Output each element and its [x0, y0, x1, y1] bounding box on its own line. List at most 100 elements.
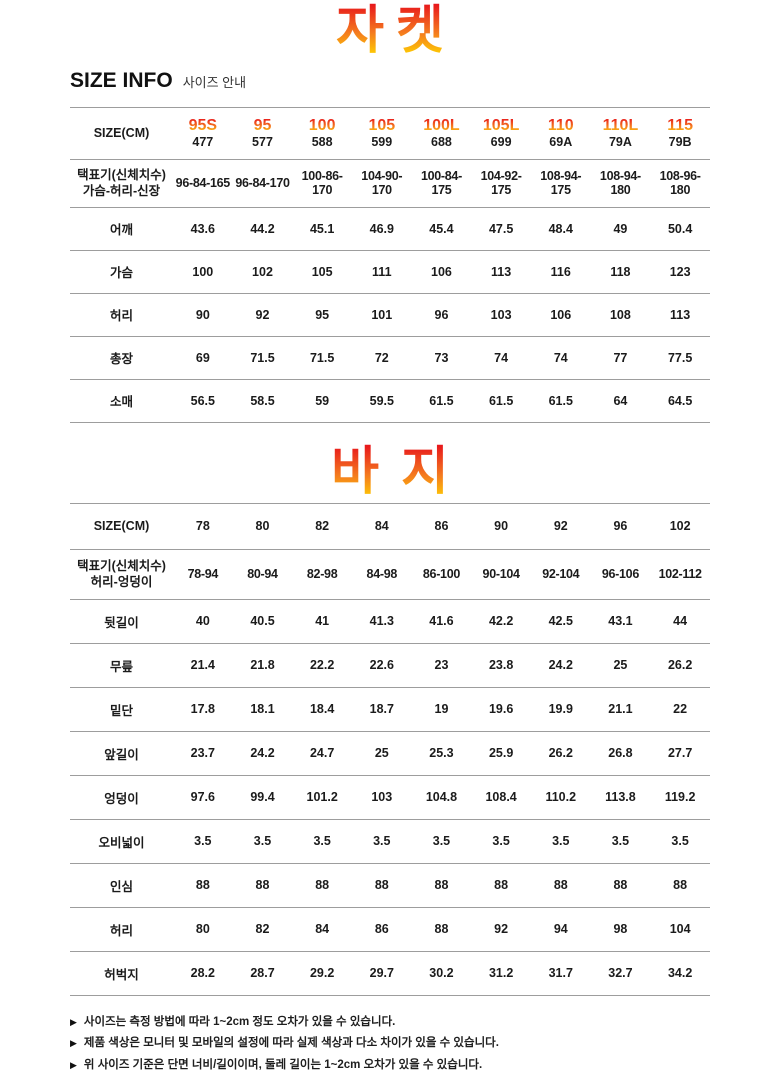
footer-note-text: 제품 색상은 모니터 및 모바일의 설정에 따라 실제 색상과 다소 차이가 있…	[83, 1037, 499, 1050]
size-column-header: 110 69A	[530, 106, 591, 160]
pants-size-table: SIZE(CM) 78 80 82 84 86 90 92 96 102 택표기(신체치수) 허리-엉…	[70, 502, 710, 996]
measurement-value: 3.5	[650, 818, 710, 864]
measurement-value: 96	[411, 292, 472, 337]
measurement-value: 106	[530, 292, 591, 337]
measurement-value: 3.5	[471, 818, 531, 864]
size-code: 477	[192, 135, 214, 150]
measurement-value: 19.9	[530, 686, 591, 732]
measurement-value: 88	[232, 862, 293, 908]
measurement-label: 뒷길이	[70, 598, 173, 644]
measurement-value: 82-98	[292, 548, 352, 600]
measurement-value: 48.4	[530, 206, 591, 251]
measurement-value: 19.6	[471, 686, 531, 732]
measurement-value: 24.2	[232, 730, 293, 776]
measurement-value: 21.4	[173, 642, 233, 688]
size-header-row: SIZE(CM) 95S 477 95 577 100 588 105 599 100L 688 10…	[70, 106, 710, 160]
measurement-value: 88	[590, 862, 651, 908]
measurement-value: 116	[530, 249, 591, 294]
size-header-label: SIZE(CM)	[70, 502, 173, 550]
measurement-value: 32.7	[590, 950, 651, 996]
measurement-value: 24.2	[530, 642, 591, 688]
measurement-value: 101	[351, 292, 412, 337]
measurement-value: 118	[590, 249, 651, 294]
size-name: 100L	[412, 117, 472, 135]
footer-note-text: 위 사이즈 기준은 단면 너비/길이이며, 둘레 길이는 1~2cm 오차가 있…	[83, 1058, 483, 1071]
measurement-label: 어깨	[70, 206, 173, 251]
measurement-value: 108-94-180	[590, 158, 651, 208]
measurement-label: 총장	[70, 335, 173, 380]
measurement-label: 인심	[70, 862, 173, 908]
measurement-value: 90-104	[471, 548, 531, 600]
measurement-value: 22.2	[292, 642, 352, 688]
size-column-header: 110L 79A	[590, 106, 651, 160]
measurement-value: 23.8	[471, 642, 531, 688]
measurement-value: 110.2	[530, 774, 591, 820]
measurement-value: 123	[650, 249, 710, 294]
measurement-value: 71.5	[292, 335, 352, 380]
measurement-label: 허벅지	[70, 950, 173, 996]
size-name: 110L	[591, 117, 651, 135]
measurement-value: 23	[411, 642, 472, 688]
measurement-value: 80	[173, 906, 233, 952]
measurement-value: 25	[590, 642, 651, 688]
measurement-value: 59.5	[351, 378, 412, 423]
measurement-row: 택표기(신체치수) 허리-엉덩이 78-94 80-94 82-98 84-98 86-10…	[70, 548, 710, 600]
measurement-value: 104-90-170	[351, 158, 412, 208]
measurement-value: 74	[530, 335, 591, 380]
measurement-value: 108-96-180	[650, 158, 710, 208]
measurement-value: 88	[411, 862, 472, 908]
measurement-row: 엉덩이 97.6 99.4 101.2 103 104.8 108.4 110.2 113.8 1…	[70, 774, 710, 820]
measurement-value: 3.5	[173, 818, 233, 864]
size-column-header: 86	[411, 502, 472, 550]
measurement-value: 44.2	[232, 206, 293, 251]
measurement-value: 106	[411, 249, 472, 294]
measurement-value: 40	[173, 598, 233, 644]
measurement-value: 77	[590, 335, 651, 380]
size-column-header: 100 588	[292, 106, 352, 160]
measurement-value: 119.2	[650, 774, 710, 820]
size-name: 95S	[173, 117, 233, 135]
measurement-row: 앞길이 23.7 24.2 24.7 25 25.3 25.9 26.2 26.8 27.7	[70, 730, 710, 776]
size-column-header: 84	[351, 502, 412, 550]
measurement-value: 25	[351, 730, 412, 776]
triangle-bullet-icon: ▶	[70, 1059, 77, 1070]
measurement-value: 45.1	[292, 206, 352, 251]
measurement-value: 25.3	[411, 730, 472, 776]
measurement-value: 104.8	[411, 774, 472, 820]
measurement-value: 96-106	[590, 548, 651, 600]
measurement-row: 소매 56.5 58.5 59 59.5 61.5 61.5 61.5 64 64.5	[70, 378, 710, 423]
measurement-value: 26.2	[650, 642, 710, 688]
measurement-label: 오비넓이	[70, 818, 173, 864]
measurement-label: 택표기(신체치수) 가슴-허리-신장	[70, 158, 173, 208]
measurement-value: 94	[530, 906, 591, 952]
size-name: 105L	[471, 117, 531, 135]
size-code: 688	[431, 135, 452, 150]
measurement-row: 뒷길이 40 40.5 41 41.3 41.6 42.2 42.5 43.1 44	[70, 598, 710, 644]
measurement-value: 25.9	[471, 730, 531, 776]
measurement-value: 31.7	[530, 950, 591, 996]
footer-notes: ▶ 사이즈는 측정 방법에 따라 1~2cm 정도 오차가 있을 수 있습니다. ▶…	[70, 1012, 780, 1076]
measurement-value: 29.7	[351, 950, 412, 996]
measurement-value: 74	[471, 335, 531, 380]
size-code: 79B	[668, 135, 692, 150]
size-info-label: SIZE INFO	[70, 68, 173, 92]
measurement-value: 64.5	[650, 378, 710, 423]
size-column-header: 105 599	[351, 106, 412, 160]
measurement-value: 88	[471, 862, 531, 908]
size-column-header: 95S 477	[173, 106, 233, 160]
measurement-value: 29.2	[292, 950, 352, 996]
measurement-value: 61.5	[411, 378, 472, 423]
measurement-value: 105	[292, 249, 352, 294]
measurement-row: 총장 69 71.5 71.5 72 73 74 74 77 77.5	[70, 335, 710, 380]
measurement-value: 100-86-170	[292, 158, 352, 208]
measurement-value: 86	[351, 906, 412, 952]
measurement-value: 30.2	[411, 950, 472, 996]
measurement-value: 108-94-175	[530, 158, 591, 208]
measurement-label: 허리	[70, 906, 173, 952]
size-code: 699	[490, 135, 512, 150]
footer-note: ▶ 위 사이즈 기준은 단면 너비/길이이며, 둘레 길이는 1~2cm 오차가 …	[70, 1055, 780, 1076]
jacket-size-table: SIZE(CM) 95S 477 95 577 100 588 105 599 100L 688 10…	[70, 106, 710, 423]
triangle-bullet-icon: ▶	[70, 1016, 77, 1027]
measurement-value: 41.3	[351, 598, 412, 644]
